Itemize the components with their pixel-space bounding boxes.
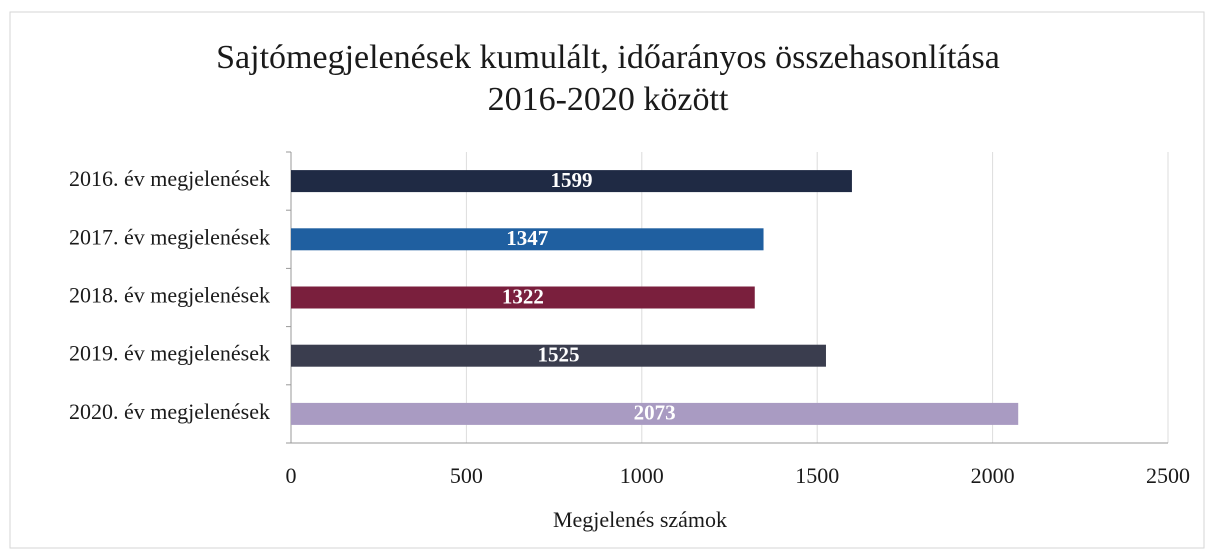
data-label: 1347 — [506, 226, 548, 250]
bar — [291, 228, 764, 251]
y-tick-label: 2017. év megjelenések — [69, 224, 270, 249]
bar — [291, 344, 826, 367]
bar — [291, 402, 1019, 425]
chart-title: 2016-2020 között — [488, 81, 729, 118]
data-label: 2073 — [634, 401, 676, 425]
x-tick-label: 2500 — [1146, 463, 1190, 488]
y-tick-label: 2016. év megjelenések — [69, 166, 270, 191]
y-tick-label: 2019. év megjelenések — [69, 341, 270, 366]
x-tick-label: 0 — [286, 463, 297, 488]
x-axis-label: Megjelenés számok — [553, 507, 727, 532]
bar — [291, 286, 755, 309]
y-tick-label: 2018. év megjelenések — [69, 283, 270, 308]
x-tick-label: 2000 — [971, 463, 1015, 488]
data-label: 1322 — [502, 284, 544, 308]
data-label: 1525 — [537, 343, 579, 367]
x-tick-label: 1500 — [795, 463, 839, 488]
chart-title: Sajtómegjelenések kumulált, időarányos ö… — [216, 39, 1000, 76]
y-tick-label: 2020. év megjelenések — [69, 399, 270, 424]
chart-frame — [9, 11, 1205, 549]
x-tick-label: 500 — [450, 463, 483, 488]
data-label: 1599 — [550, 168, 592, 192]
x-tick-label: 1000 — [620, 463, 664, 488]
bar — [291, 170, 852, 193]
